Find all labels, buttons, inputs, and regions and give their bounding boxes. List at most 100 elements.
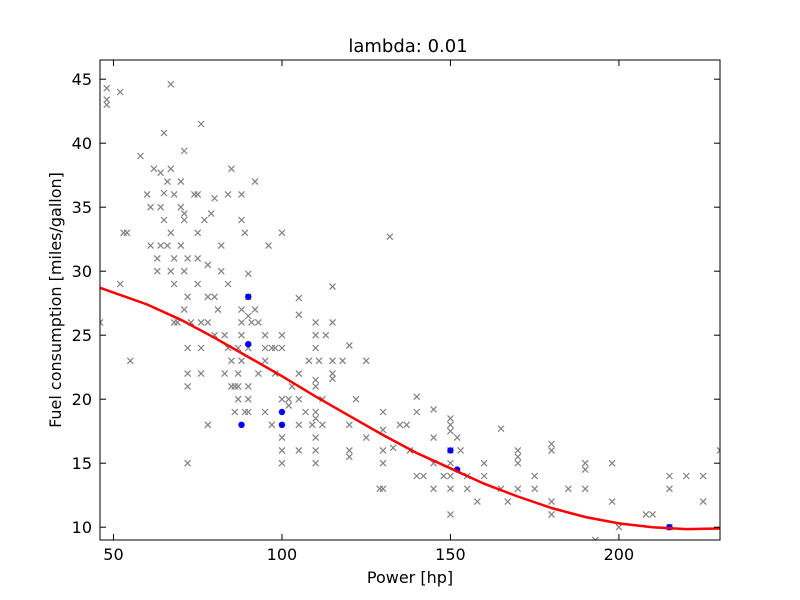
data-point-marker (642, 510, 650, 518)
data-point-marker (581, 459, 589, 467)
marker-stroke (103, 84, 111, 92)
marker-stroke (352, 395, 360, 403)
data-point-marker (217, 267, 225, 275)
data-point-marker (699, 498, 707, 506)
marker-stroke (147, 203, 154, 211)
marker-stroke (180, 306, 188, 314)
data-point-marker (581, 466, 589, 474)
marker-stroke (116, 88, 124, 96)
marker-stroke (177, 203, 185, 211)
marker-stroke (345, 421, 353, 429)
data-point-marker (254, 370, 262, 378)
marker-stroke (716, 449, 720, 454)
data-point-marker (234, 382, 242, 390)
marker-stroke (194, 190, 202, 198)
data-point-marker (211, 293, 218, 301)
data-point-marker (160, 129, 168, 137)
data-point-marker (143, 190, 151, 198)
marker-stroke (244, 312, 252, 320)
marker-stroke (295, 395, 303, 403)
data-point-marker (413, 393, 421, 401)
data-point-marker (497, 425, 505, 433)
data-point-marker (163, 242, 171, 250)
data-point-marker (238, 190, 245, 198)
data-point-marker (177, 242, 185, 250)
marker-stroke (244, 395, 252, 403)
marker-stroke (312, 434, 320, 442)
marker-stroke (123, 229, 131, 237)
marker-stroke (184, 344, 192, 352)
data-point-marker (265, 242, 272, 250)
data-point-marker (238, 216, 245, 224)
marker-stroke (308, 421, 316, 429)
data-point-marker (167, 80, 175, 88)
marker-stroke (581, 485, 589, 493)
marker-stroke (345, 453, 353, 461)
data-point-marker (531, 472, 539, 480)
marker-stroke (278, 446, 286, 454)
marker-stroke (345, 342, 353, 349)
marker-stroke (295, 294, 303, 302)
data-point-marker (254, 318, 262, 326)
marker-stroke (103, 96, 111, 104)
marker-stroke (261, 331, 269, 339)
marker-stroke (238, 331, 245, 339)
marker-stroke (362, 434, 370, 442)
marker-stroke (581, 466, 589, 474)
data-point-marker (278, 395, 286, 403)
marker-stroke (180, 267, 188, 275)
marker-stroke (420, 472, 427, 480)
data-point-marker (329, 375, 336, 383)
data-point-marker (248, 318, 256, 326)
marker-stroke (480, 472, 488, 480)
data-point-marker (147, 203, 154, 211)
marker-stroke (214, 306, 222, 314)
marker-stroke (261, 344, 269, 352)
data-point-marker (305, 357, 313, 365)
data-point-marker (224, 280, 232, 288)
marker-stroke (413, 472, 421, 480)
axes: 50 100 150 200 10 15 20 25 30 35 40 45 (72, 59, 721, 564)
marker-stroke (329, 370, 336, 378)
marker-stroke (362, 357, 370, 365)
marker-stroke (207, 210, 215, 218)
selected-point (245, 340, 252, 348)
marker-stroke (204, 318, 212, 326)
data-point-marker (548, 446, 555, 454)
data-point-marker (453, 434, 461, 442)
marker-stroke (457, 446, 464, 454)
marker-stroke (163, 242, 171, 250)
marker-stroke (379, 426, 387, 434)
data-point-marker (150, 165, 158, 173)
data-point-marker (295, 421, 303, 429)
marker-stroke (278, 229, 286, 237)
marker-stroke (170, 254, 178, 262)
data-point-marker (197, 120, 205, 128)
marker-stroke (480, 459, 488, 467)
marker-stroke (241, 229, 249, 237)
marker-stroke (295, 446, 303, 454)
selected-point (447, 447, 454, 454)
marker-stroke (244, 270, 252, 278)
data-point-marker (278, 229, 286, 237)
marker-stroke (238, 318, 245, 326)
data-point-marker (666, 472, 673, 480)
marker-stroke (295, 370, 303, 378)
marker-stroke (211, 194, 218, 202)
marker-stroke (221, 370, 229, 378)
data-point-marker (615, 523, 623, 531)
data-point-marker (339, 357, 347, 365)
marker-stroke (312, 382, 320, 390)
marker-stroke (238, 357, 245, 365)
data-point-marker (295, 311, 303, 319)
data-point-marker (244, 408, 252, 416)
data-point-marker (167, 229, 175, 237)
data-point-marker (103, 96, 111, 104)
marker-stroke (184, 459, 192, 467)
data-point-marker (329, 283, 336, 290)
data-point-marker (295, 446, 303, 454)
data-point-marker (447, 472, 454, 480)
data-point-marker (312, 382, 320, 390)
marker-stroke (201, 216, 208, 224)
